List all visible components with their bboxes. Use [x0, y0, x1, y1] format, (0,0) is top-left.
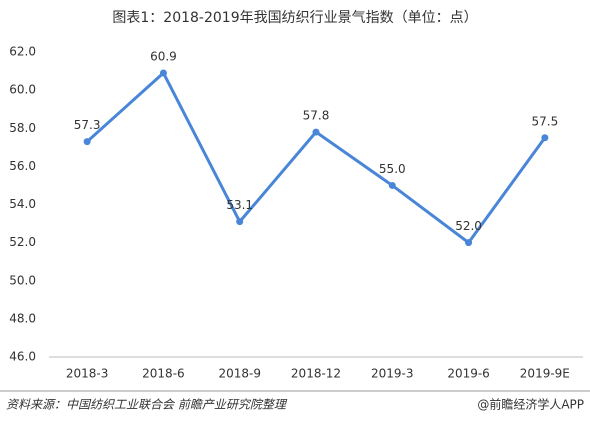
data-label: 57.3 [74, 118, 101, 132]
data-label: 60.9 [150, 49, 177, 63]
point [159, 69, 167, 77]
x-tick-label: 2019-9E [520, 367, 570, 381]
x-tick-label: 2018-12 [291, 367, 341, 381]
x-tick-label: 2018-9 [218, 367, 261, 381]
y-tick-label: 62.0 [9, 45, 36, 59]
data-label: 57.5 [531, 114, 558, 128]
x-tick-label: 2018-3 [66, 367, 109, 381]
y-tick-label: 50.0 [9, 273, 36, 287]
x-tick-label: 2019-6 [447, 367, 490, 381]
y-tick-label: 52.0 [9, 235, 36, 249]
point [541, 134, 549, 142]
y-tick-label: 58.0 [9, 121, 36, 135]
y-tick-label: 54.0 [9, 197, 36, 211]
point [312, 128, 320, 136]
point [465, 239, 473, 247]
line [86, 70, 547, 245]
x-tick-label: 2019-3 [371, 367, 414, 381]
point [236, 218, 244, 226]
data-label: 55.0 [379, 162, 406, 176]
point [388, 181, 396, 189]
point [83, 138, 91, 146]
chart-title: 图表1：2018-2019年我国纺织行业景气指数（单位：点） [112, 10, 477, 26]
source-note: 资料来源：中国纺织工业联合会 前瞻产业研究院整理 [6, 398, 288, 412]
y-tick-label: 60.0 [9, 83, 36, 97]
data-label: 52.0 [455, 219, 482, 233]
y-tick-label: 48.0 [9, 311, 36, 325]
data-label: 53.1 [226, 198, 253, 212]
y-tick-label: 56.0 [9, 159, 36, 173]
credit: @前瞻经济学人APP [477, 397, 584, 412]
data-label: 57.8 [303, 109, 330, 123]
x-tick-label: 2018-6 [142, 367, 185, 381]
y-tick-label: 46.0 [9, 350, 36, 364]
